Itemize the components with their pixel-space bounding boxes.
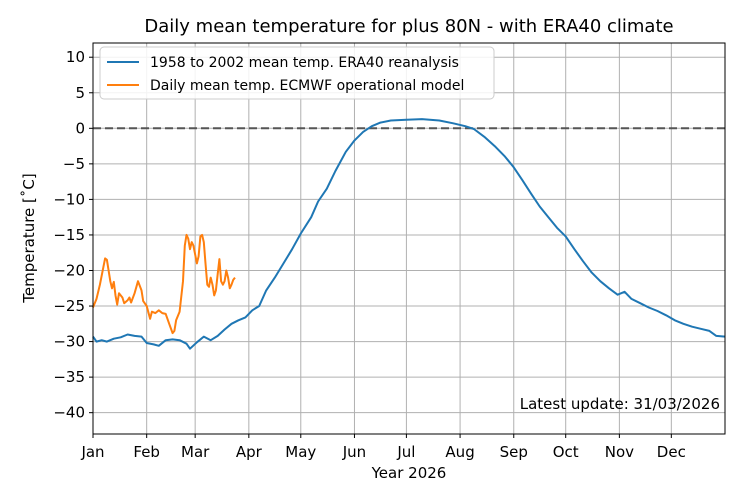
y-axis-label: Temperature [˚C] [20, 173, 38, 303]
y-tick-label--10: −10 [53, 190, 85, 208]
legend-box [99, 46, 495, 100]
x-axis: Jan Feb Mar Apr May Jun Jul Aug Sep Oct Nov Dec [80, 434, 686, 461]
x-tick-label-apr: Apr [236, 443, 263, 461]
x-tick-label-mar: Mar [181, 443, 210, 461]
x-tick-label-jul: Jul [396, 443, 415, 461]
x-tick-label-dec: Dec [657, 443, 686, 461]
y-tick-label-0: 0 [75, 119, 85, 137]
plot-frame [92, 42, 726, 435]
x-tick-label-sep: Sep [500, 443, 528, 461]
legend-label-era40: 1958 to 2002 mean temp. ERA40 reanalysis [150, 55, 459, 71]
chart-title: Daily mean temperature for plus 80N - wi… [144, 16, 673, 37]
series-line-ecmwf [92, 233, 236, 335]
x-tick-label-jun: Jun [342, 443, 366, 461]
x-tick-label-may: May [285, 443, 316, 461]
x-tick-label-jan: Jan [80, 443, 104, 461]
x-tick-label-oct: Oct [553, 443, 579, 461]
x-tick-label-nov: Nov [605, 443, 634, 461]
series-line-era40 [92, 118, 726, 350]
legend: 1958 to 2002 mean temp. ERA40 reanalysis… [99, 46, 495, 100]
y-tick-label--30: −30 [53, 333, 85, 351]
y-tick-label-5: 5 [75, 84, 85, 102]
y-tick-label--40: −40 [53, 404, 85, 422]
y-tick-label--25: −25 [53, 297, 85, 315]
y-tick-label--35: −35 [53, 368, 85, 386]
y-tick-label--15: −15 [53, 226, 85, 244]
y-tick-label--20: −20 [53, 261, 85, 279]
x-axis-label: Year 2026 [371, 464, 447, 482]
y-axis: 10 5 0 −5 −10 −15 −20 −25 −30 −35 −40 [53, 48, 93, 422]
y-tick-label--5: −5 [63, 155, 85, 173]
legend-label-ecmwf: Daily mean temp. ECMWF operational model [150, 78, 464, 94]
latest-update-annotation: Latest update: 31/03/2026 [520, 395, 720, 413]
y-tick-label-10: 10 [66, 48, 85, 66]
x-tick-label-aug: Aug [445, 443, 474, 461]
series-layer [92, 118, 726, 350]
x-tick-label-feb: Feb [133, 443, 160, 461]
